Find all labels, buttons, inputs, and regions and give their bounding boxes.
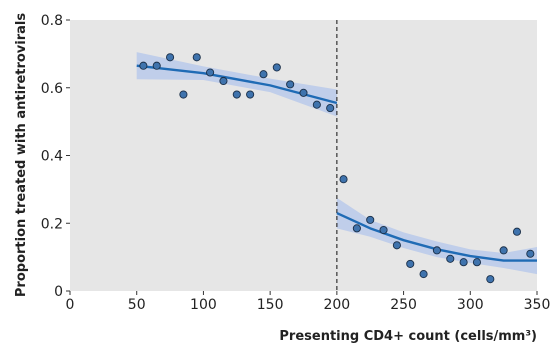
confidence-band-1 — [136, 52, 337, 117]
data-point — [232, 90, 241, 99]
data-point — [206, 68, 215, 77]
data-point — [512, 227, 522, 236]
data-point — [286, 80, 295, 89]
data-point — [259, 70, 268, 79]
data-point — [299, 88, 308, 97]
x-tick-label: 350 — [524, 297, 551, 313]
data-point — [219, 76, 228, 86]
x-tick-label: 300 — [457, 297, 484, 313]
data-point — [366, 215, 375, 224]
x-axis-ticks: 0 50 100 150 200 250 300 350 — [66, 291, 551, 313]
x-tick-label: 250 — [390, 297, 417, 313]
y-axis-ticks: 0 0.2 0.4 0.6 0.8 — [41, 13, 70, 300]
x-tick-label: 100 — [190, 297, 217, 313]
data-point — [312, 100, 321, 109]
data-point — [166, 53, 175, 62]
data-point — [392, 241, 401, 250]
data-point — [246, 90, 255, 99]
x-tick-label: 50 — [128, 297, 146, 313]
y-axis-title: Proportion treated with antiretrovirals — [14, 13, 29, 297]
y-tick-label: 0.6 — [41, 81, 63, 97]
data-point — [139, 61, 148, 70]
data-point — [419, 270, 428, 279]
data-point — [432, 246, 441, 255]
data-point — [446, 254, 455, 263]
data-point — [459, 258, 468, 267]
data-point — [152, 61, 161, 70]
data-point — [179, 90, 188, 99]
data-point — [326, 104, 335, 113]
data-point — [526, 249, 535, 258]
y-tick-label: 0.8 — [41, 13, 63, 29]
confidence-bands — [136, 52, 537, 275]
x-axis-title: Presenting CD4+ count (cells/mm³) — [279, 329, 537, 344]
data-point — [499, 246, 508, 255]
data-point — [406, 259, 415, 268]
data-point — [379, 225, 388, 235]
x-tick-label: 0 — [66, 297, 75, 313]
data-point — [486, 275, 495, 284]
data-point — [339, 175, 348, 184]
y-tick-label: 0 — [54, 284, 63, 300]
x-tick-label: 150 — [257, 297, 284, 313]
data-point — [272, 63, 281, 72]
y-tick-label: 0.4 — [41, 149, 63, 165]
data-point — [472, 258, 482, 267]
data-point — [352, 224, 361, 233]
y-tick-label: 0.2 — [41, 216, 63, 232]
x-tick-label: 200 — [323, 297, 350, 313]
confidence-band-2 — [336, 197, 537, 275]
data-point — [192, 53, 201, 62]
data-points — [139, 53, 535, 284]
